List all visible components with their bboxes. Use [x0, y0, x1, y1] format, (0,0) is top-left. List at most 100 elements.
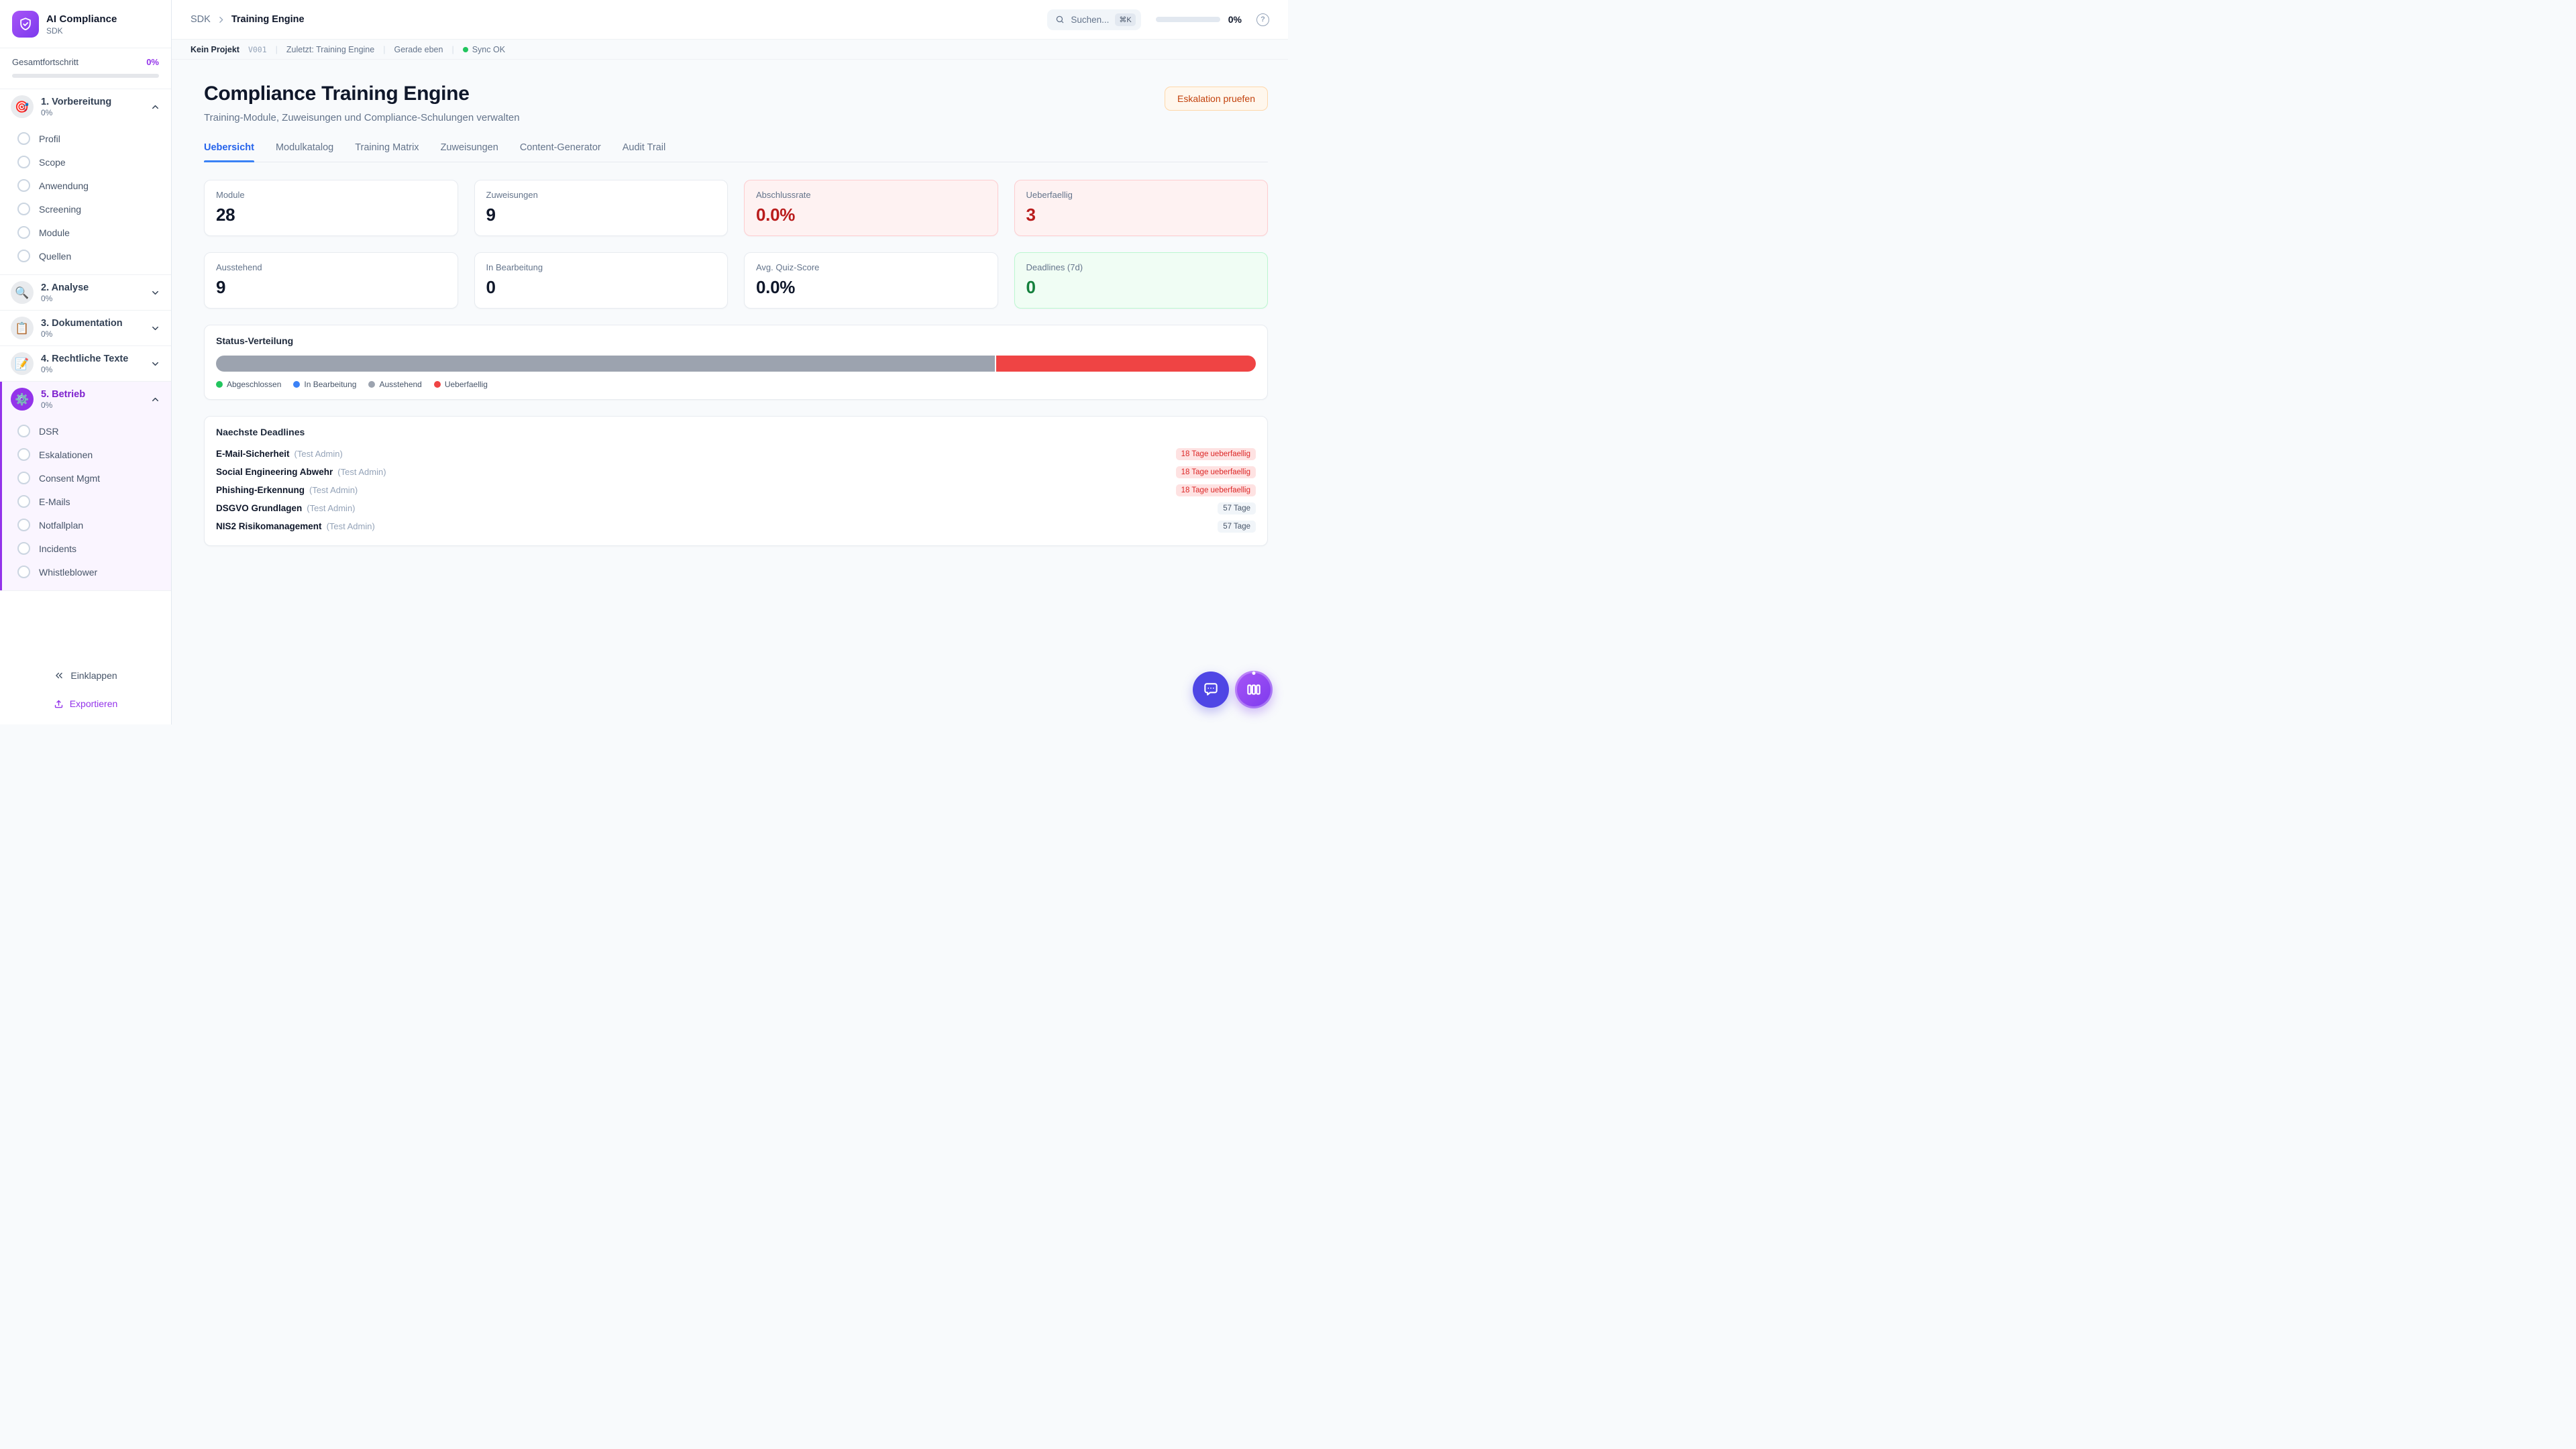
deadline-assignee: (Test Admin) [294, 448, 343, 459]
sidebar-item-notfallplan[interactable]: Notfallplan [2, 513, 171, 537]
export-button[interactable]: Exportieren [11, 694, 160, 714]
sidebar-item-e-mails[interactable]: E-Mails [2, 490, 171, 513]
section-progress: 0% [41, 400, 53, 410]
sidebar-item-consent-mgmt[interactable]: Consent Mgmt [2, 466, 171, 490]
sidebar-item-eskalationen[interactable]: Eskalationen [2, 443, 171, 466]
deadline-badge: 18 Tage ueberfaellig [1175, 484, 1256, 496]
status-circle-icon [17, 472, 30, 484]
search-input[interactable]: Suchen... ⌘K [1047, 9, 1141, 30]
stat-label: Avg. Quiz-Score [756, 262, 820, 272]
deadlines-panel: Naechste Deadlines E-Mail-Sicherheit (Tes… [204, 416, 1268, 546]
section-items: DSR Eskalationen Consent Mgmt E-Mails Notfal… [2, 417, 171, 590]
tab-training-matrix[interactable]: Training Matrix [355, 142, 419, 162]
sidebar-item-quellen[interactable]: Quellen [0, 244, 171, 268]
sidebar-item-incidents[interactable]: Incidents [2, 537, 171, 560]
deadline-module-name: DSGVO Grundlagen [216, 502, 303, 513]
status-distribution-panel: Status-Verteilung Abgeschlossen In Bearbe… [204, 325, 1268, 400]
deadline-assignee: (Test Admin) [337, 466, 386, 477]
sidebar-section-header-analyse[interactable]: 🔍 2. Analyse 0% [0, 275, 171, 310]
tab-uebersicht[interactable]: Uebersicht [204, 142, 254, 162]
legend-dot-icon [433, 381, 441, 388]
sidebar-item-label: Whistleblower [39, 566, 98, 578]
deadline-badge: 18 Tage ueberfaellig [1175, 466, 1256, 478]
chat-button[interactable] [1193, 672, 1229, 708]
status-circle-icon [17, 448, 30, 461]
divider: | [275, 44, 278, 54]
deadline-assignee: (Test Admin) [326, 521, 375, 531]
deadline-badge: 18 Tage ueberfaellig [1175, 447, 1256, 460]
overall-progress-label: Gesamtfortschritt [12, 57, 78, 67]
sidebar-item-dsr[interactable]: DSR [2, 419, 171, 443]
chevron-down-icon [150, 288, 160, 298]
version-badge: V001 [248, 44, 267, 54]
stat-card-avg-quiz-score: Avg. Quiz-Score 0.0% [744, 252, 998, 309]
header-progress-bar [1155, 17, 1220, 22]
divider [0, 274, 171, 275]
stat-card-in-bearbeitung: In Bearbeitung 0 [474, 252, 728, 309]
status-circle-icon [17, 495, 30, 508]
sidebar-item-label: Anwendung [39, 180, 89, 191]
overall-progress-value: 0% [146, 57, 159, 67]
page-subtitle: Training-Module, Zuweisungen und Complia… [204, 112, 520, 123]
sidebar-section-header-rechtliche-texte[interactable]: 📝 4. Rechtliche Texte 0% [0, 346, 171, 381]
status-bar: Kein Projekt V001 | Zuletzt: Training En… [172, 40, 1288, 60]
app-subtitle: SDK [46, 25, 63, 36]
sidebar-item-screening[interactable]: Screening [0, 197, 171, 221]
help-icon[interactable]: ? [1256, 13, 1269, 26]
bar-segment-ausstehend [216, 356, 995, 372]
check-escalation-button[interactable]: Eskalation pruefen [1165, 87, 1268, 111]
stat-value: 0.0% [756, 277, 796, 297]
legend-item-ueberfaellig: Ueberfaellig [433, 380, 488, 389]
app-logo-row: AI Compliance SDK [0, 0, 171, 48]
legend-item-abgeschlossen: Abgeschlossen [216, 380, 281, 389]
main-area: SDK Training Engine Suchen... ⌘K 0% ? Ke… [172, 0, 1288, 724]
deadline-badge: 57 Tage [1218, 520, 1256, 533]
section-progress: 0% [41, 107, 53, 117]
legend-label: Abgeschlossen [227, 380, 282, 389]
sidebar-section-header-vorbereitung[interactable]: 🎯 1. Vorbereitung 0% [0, 89, 171, 124]
divider [0, 310, 171, 311]
sidebar-item-label: Screening [39, 203, 82, 215]
stat-card-ausstehend: Ausstehend 9 [204, 252, 458, 309]
tab-audit-trail[interactable]: Audit Trail [623, 142, 665, 162]
deadline-row: E-Mail-Sicherheit (Test Admin) 18 Tage ueb… [216, 445, 1256, 463]
last-edited: Zuletzt: Training Engine [286, 44, 375, 54]
section-progress: 0% [41, 329, 53, 339]
memo-icon-glyph: 📝 [15, 357, 30, 370]
status-circle-icon [17, 226, 30, 239]
sidebar-item-module[interactable]: Module [0, 221, 171, 244]
sidebar-item-anwendung[interactable]: Anwendung [0, 174, 171, 197]
tab-modulkatalog[interactable]: Modulkatalog [276, 142, 333, 162]
floating-buttons [1193, 671, 1273, 708]
breadcrumb-root[interactable]: SDK [191, 14, 211, 25]
sidebar-item-profil[interactable]: Profil [0, 127, 171, 150]
status-distribution-bar [216, 356, 1256, 372]
sidebar: AI Compliance SDK Gesamtfortschritt 0% 🎯… [0, 0, 172, 724]
target-icon-glyph: 🎯 [15, 100, 30, 113]
kanban-board-button[interactable] [1235, 671, 1273, 708]
status-circle-icon [17, 132, 30, 145]
legend-item-in-bearbeitung: In Bearbeitung [293, 380, 356, 389]
tab-zuweisungen[interactable]: Zuweisungen [441, 142, 498, 162]
section-progress: 0% [41, 364, 53, 374]
breadcrumb-current: Training Engine [231, 14, 305, 25]
status-circle-icon [17, 542, 30, 555]
sidebar-item-label: Incidents [39, 543, 77, 554]
deadline-badge: 57 Tage [1218, 502, 1256, 515]
chevron-down-icon [150, 359, 160, 369]
sidebar-section-header-betrieb[interactable]: ⚙️ 5. Betrieb 0% [2, 382, 171, 417]
project-name: Kein Projekt [191, 44, 239, 54]
sidebar-item-whistleblower[interactable]: Whistleblower [2, 560, 171, 584]
collapse-sidebar-button[interactable]: Einklappen [11, 665, 160, 686]
stat-label: Zuweisungen [486, 190, 538, 200]
stat-label: In Bearbeitung [486, 262, 543, 272]
chevron-up-icon [150, 394, 160, 405]
search-placeholder: Suchen... [1071, 14, 1110, 25]
deadline-module-name: NIS2 Risikomanagement [216, 521, 322, 531]
tab-content-generator[interactable]: Content-Generator [520, 142, 601, 162]
sidebar-item-scope[interactable]: Scope [0, 150, 171, 174]
deadline-module-name: Phishing-Erkennung [216, 484, 305, 495]
legend-dot-icon [368, 381, 376, 388]
deadlines-list: E-Mail-Sicherheit (Test Admin) 18 Tage ueb… [216, 445, 1256, 535]
sidebar-section-header-dokumentation[interactable]: 📋 3. Dokumentation 0% [0, 311, 171, 345]
